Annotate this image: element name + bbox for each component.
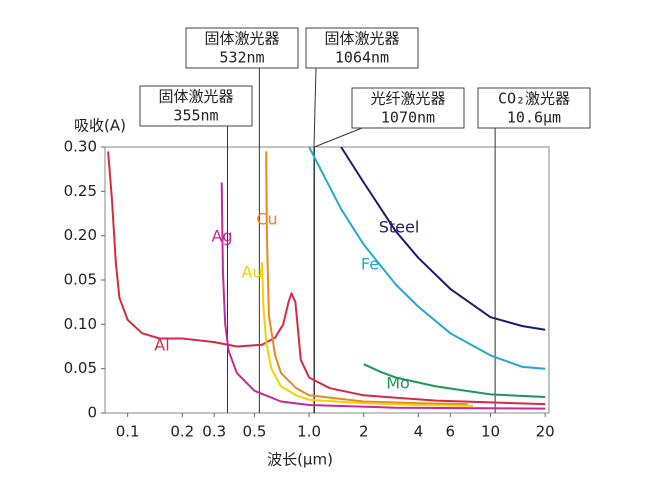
- annotation-pointer: [314, 127, 363, 148]
- annotation-label: 10.6μm: [507, 109, 561, 127]
- x-tick-label: 0.2: [170, 423, 194, 441]
- annotation-title: 固体激光器: [204, 30, 279, 48]
- series-label: Ag: [211, 227, 232, 246]
- x-tick-label: 4: [414, 423, 424, 441]
- annotation-title: 光纤激光器: [370, 90, 445, 108]
- annotation-box: [477, 87, 591, 129]
- annotation-label: 532nm: [219, 49, 264, 67]
- x-tick-label: 0.1: [116, 423, 140, 441]
- annotation-title: CO₂激光器: [498, 90, 570, 108]
- series-label: Fe: [361, 255, 379, 274]
- annotation-label: 1064nm: [335, 49, 389, 67]
- annotation-label: 1070nm: [381, 109, 435, 127]
- series-line: [107, 151, 546, 406]
- y-tick-label: 0: [87, 404, 97, 422]
- x-tick-label: 1.0: [297, 423, 321, 441]
- y-tick-label: 0.20: [64, 226, 97, 244]
- x-tick-label: 0.3: [202, 423, 226, 441]
- series-label: Au: [241, 263, 262, 282]
- y-tick-label: 0.25: [64, 182, 97, 200]
- y-tick-label: 0.30: [64, 138, 97, 156]
- series-label: Steel: [379, 218, 420, 237]
- annotation-box: [139, 85, 253, 127]
- series-line: [340, 146, 546, 331]
- x-tick-label: 20: [536, 423, 555, 441]
- y-tick-label: 0.10: [64, 315, 97, 333]
- y-axis-title: 吸收(A): [74, 117, 126, 135]
- x-tick-label: 0.5: [243, 423, 267, 441]
- annotation-box: [185, 27, 299, 69]
- series-line: [261, 262, 474, 407]
- series-line: [308, 146, 546, 370]
- x-tick-label: 10: [481, 423, 500, 441]
- plot-frame: [104, 146, 550, 414]
- annotation-pointer: [313, 67, 317, 148]
- annotation-label: 355nm: [173, 107, 218, 125]
- x-tick-label: 2: [359, 423, 369, 441]
- x-tick-label: 6: [446, 423, 456, 441]
- series-label: Mo: [386, 374, 410, 393]
- annotation-box: [351, 87, 465, 129]
- series-line: [363, 363, 546, 398]
- y-tick-label: 0.05: [64, 271, 97, 289]
- annotation-title: 固体激光器: [158, 88, 233, 106]
- annotation-title: 固体激光器: [324, 30, 399, 48]
- annotation-box: [305, 27, 419, 69]
- series-line: [220, 182, 546, 410]
- y-tick-label: 0.05: [64, 359, 97, 377]
- x-axis-title: 波长(μm): [267, 451, 333, 469]
- series-line: [265, 151, 468, 406]
- series-label: Al: [154, 336, 169, 355]
- series-label: Cu: [256, 210, 277, 229]
